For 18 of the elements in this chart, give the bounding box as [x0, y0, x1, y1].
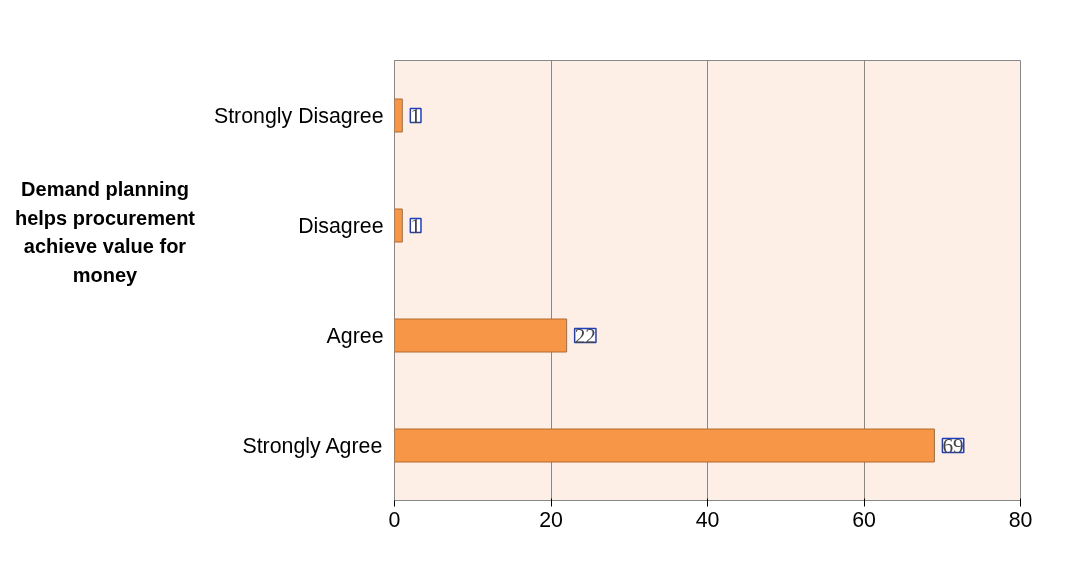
x-tick-label: 20	[539, 507, 563, 532]
data-label: 22	[574, 323, 596, 348]
y-tick-label: Agree	[326, 323, 384, 348]
bar	[394, 318, 568, 353]
x-tick-label: 60	[852, 507, 876, 532]
y-tick-label: Disagree	[298, 213, 384, 238]
bar	[394, 428, 935, 463]
data-label: 69	[942, 433, 964, 458]
data-label: 1	[410, 213, 421, 238]
data-label: 1	[410, 103, 421, 128]
bar	[394, 98, 403, 133]
bar	[394, 208, 403, 243]
y-tick-label: Strongly Agree	[242, 433, 383, 458]
y-axis-title: Demand planning helps procurement achieve value for money	[13, 177, 196, 288]
x-tick-label: 40	[695, 507, 720, 532]
y-tick-label: Strongly Disagree	[213, 103, 384, 128]
x-tick-label: 80	[1008, 507, 1033, 532]
x-tick-label: 0	[388, 507, 401, 532]
